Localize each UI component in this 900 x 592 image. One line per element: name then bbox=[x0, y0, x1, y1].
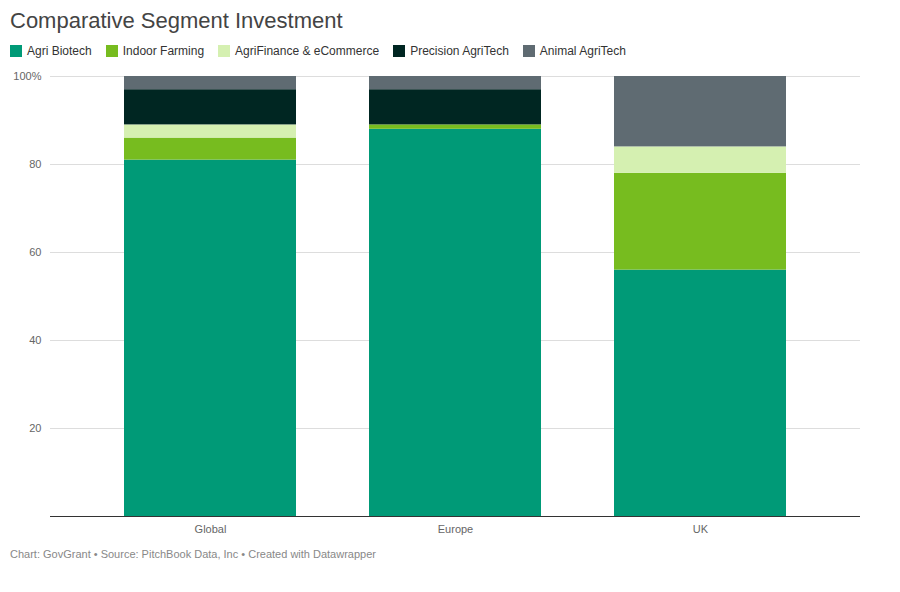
svg-text:Global: Global bbox=[195, 523, 227, 535]
html-text:Agri Biotech: Agri Biotech bbox=[27, 44, 92, 58]
svg-text:80: 80 bbox=[29, 158, 41, 170]
svg-text:UK: UK bbox=[693, 523, 709, 535]
html-text:Comparative Segment Investment: Comparative Segment Investment bbox=[10, 8, 343, 33]
svg-text:60: 60 bbox=[29, 246, 41, 258]
html-text:AgriFinance & eCommerce: AgriFinance & eCommerce bbox=[235, 44, 380, 58]
html-text:Animal AgriTech: Animal AgriTech bbox=[539, 44, 626, 58]
html-text:Chart: GovGrant • Source: Pitc: Chart: GovGrant • Source: PitchBook Data… bbox=[10, 548, 376, 560]
svg-text:20: 20 bbox=[29, 422, 41, 434]
html-text:Indoor Farming: Indoor Farming bbox=[122, 44, 205, 58]
svg-text:100%: 100% bbox=[13, 70, 41, 82]
svg-text:40: 40 bbox=[29, 334, 41, 346]
svg-text:Europe: Europe bbox=[438, 523, 473, 535]
html-text:Precision AgriTech: Precision AgriTech bbox=[410, 44, 509, 58]
